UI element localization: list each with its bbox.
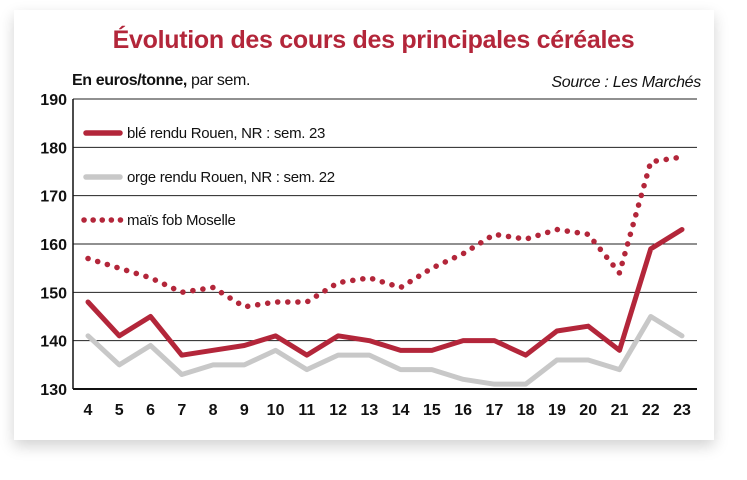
x-tick-label: 23 xyxy=(673,402,691,419)
x-tick-label: 6 xyxy=(146,402,155,419)
x-tick-label: 7 xyxy=(177,402,186,419)
x-tick-label: 15 xyxy=(423,402,441,419)
x-tick-label: 17 xyxy=(486,402,504,419)
y-tick-label: 160 xyxy=(40,237,67,254)
x-tick-label: 9 xyxy=(240,402,249,419)
x-tick-label: 22 xyxy=(642,402,660,419)
y-tick-label: 190 xyxy=(40,92,67,109)
x-tick-label: 4 xyxy=(84,402,93,419)
unit-label-bold: En euros/tonne, xyxy=(72,72,187,89)
y-tick-label: 170 xyxy=(40,189,67,206)
chart-title: Évolution des cours des principales céré… xyxy=(112,26,635,54)
x-tick-label: 10 xyxy=(267,402,285,419)
y-tick-label: 180 xyxy=(40,140,67,157)
unit-label-rest: par sem. xyxy=(186,72,250,89)
x-tick-label: 11 xyxy=(298,402,315,419)
legend-orge-label: orge rendu Rouen, NR : sem. 22 xyxy=(127,169,335,186)
chart-card xyxy=(14,10,714,440)
x-tick-label: 8 xyxy=(209,402,218,419)
source-label: Source : Les Marchés xyxy=(551,74,701,91)
x-tick-label: 16 xyxy=(454,402,472,419)
series-line-orge xyxy=(85,314,685,387)
y-tick-label: 140 xyxy=(40,334,67,351)
y-tick-label: 130 xyxy=(40,382,67,399)
legend-mais-label: maïs fob Moselle xyxy=(127,212,236,229)
x-tick-label: 20 xyxy=(579,402,597,419)
y-tick-label: 150 xyxy=(40,285,67,302)
x-tick-label: 18 xyxy=(517,402,535,419)
series-line-ble xyxy=(85,227,685,358)
x-tick-label: 12 xyxy=(329,402,347,419)
legend-ble-label: blé rendu Rouen, NR : sem. 23 xyxy=(127,125,325,142)
x-tick-label: 19 xyxy=(548,402,566,419)
x-tick-label: 13 xyxy=(360,402,378,419)
x-tick-label: 5 xyxy=(115,402,124,419)
x-tick-label: 14 xyxy=(392,402,410,419)
unit-label: En euros/tonne, par sem. xyxy=(72,72,250,90)
x-tick-label: 21 xyxy=(611,402,629,419)
